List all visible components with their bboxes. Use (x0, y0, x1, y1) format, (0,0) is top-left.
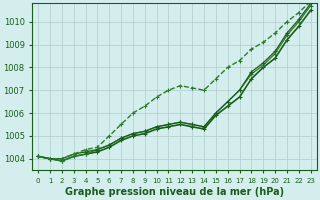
X-axis label: Graphe pression niveau de la mer (hPa): Graphe pression niveau de la mer (hPa) (65, 187, 284, 197)
